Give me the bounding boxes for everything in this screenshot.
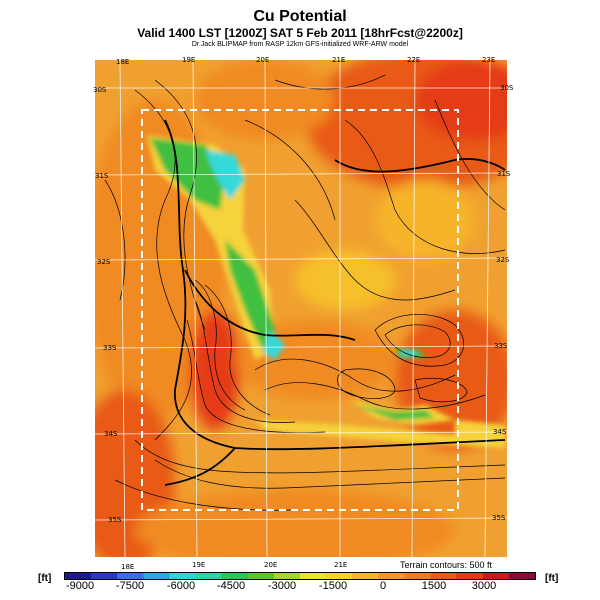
color-field [95, 60, 507, 557]
terrain-contours [104, 74, 506, 511]
colorbar-label: -7500 [115, 580, 145, 592]
left-tick-30s: 30S [93, 86, 107, 94]
bottom-tick-18e: 18E [121, 563, 135, 571]
colorbar-label: 1500 [421, 580, 447, 592]
colorbar-label: -6000 [166, 580, 196, 592]
left-tick-35s: 35S [108, 516, 122, 524]
top-tick-22e: 22E [407, 56, 421, 64]
model-note: Dr.Jack BLIPMAP from RASP 12km GFS-initi… [191, 41, 409, 48]
right-tick-34s: 34S [493, 428, 507, 436]
map-title: Cu Potential [253, 8, 347, 25]
low-cu-band [147, 135, 505, 448]
terrain-contours-note: Terrain contours: 500 ft [400, 560, 493, 570]
bottom-tick-19e: 19E [192, 561, 206, 569]
right-tick-35s: 35S [492, 514, 506, 522]
colorbar-unit-left: [ft] [38, 573, 52, 584]
lat-lon-grid [95, 60, 507, 557]
colorbar-label: -4500 [216, 580, 246, 592]
left-tick-33s: 33S [103, 344, 117, 352]
colorbar-unit-right: [ft] [545, 573, 559, 584]
colorbar-label: -9000 [65, 580, 95, 592]
inner-domain-boundary [141, 109, 459, 511]
top-tick-23e: 23E [482, 56, 496, 64]
right-tick-32s: 32S [496, 256, 510, 264]
bottom-tick-21e: 21E [334, 561, 348, 569]
top-tick-18e: 18E [116, 58, 130, 66]
colorbar-label: 3000 [471, 580, 497, 592]
coastline [164, 119, 506, 486]
map-canvas [95, 60, 507, 557]
left-tick-31s: 31S [95, 172, 109, 180]
forecast-map [95, 60, 507, 557]
valid-time-subtitle: Valid 1400 LST [1200Z] SAT 5 Feb 2011 [1… [137, 26, 463, 40]
right-tick-33s: 33S [494, 342, 508, 350]
bottom-tick-20e: 20E [264, 561, 278, 569]
left-tick-32s: 32S [97, 258, 111, 266]
top-tick-20e: 20E [256, 56, 270, 64]
right-tick-30s: 30S [500, 84, 514, 92]
top-tick-19e: 19E [182, 56, 196, 64]
colorbar-label: 0 [379, 580, 387, 592]
left-tick-34s: 34S [104, 430, 118, 438]
top-tick-21e: 21E [332, 56, 346, 64]
colorbar-label: -1500 [318, 580, 348, 592]
right-tick-31s: 31S [497, 170, 511, 178]
colorbar-label: -3000 [267, 580, 297, 592]
colorbar [64, 572, 536, 580]
